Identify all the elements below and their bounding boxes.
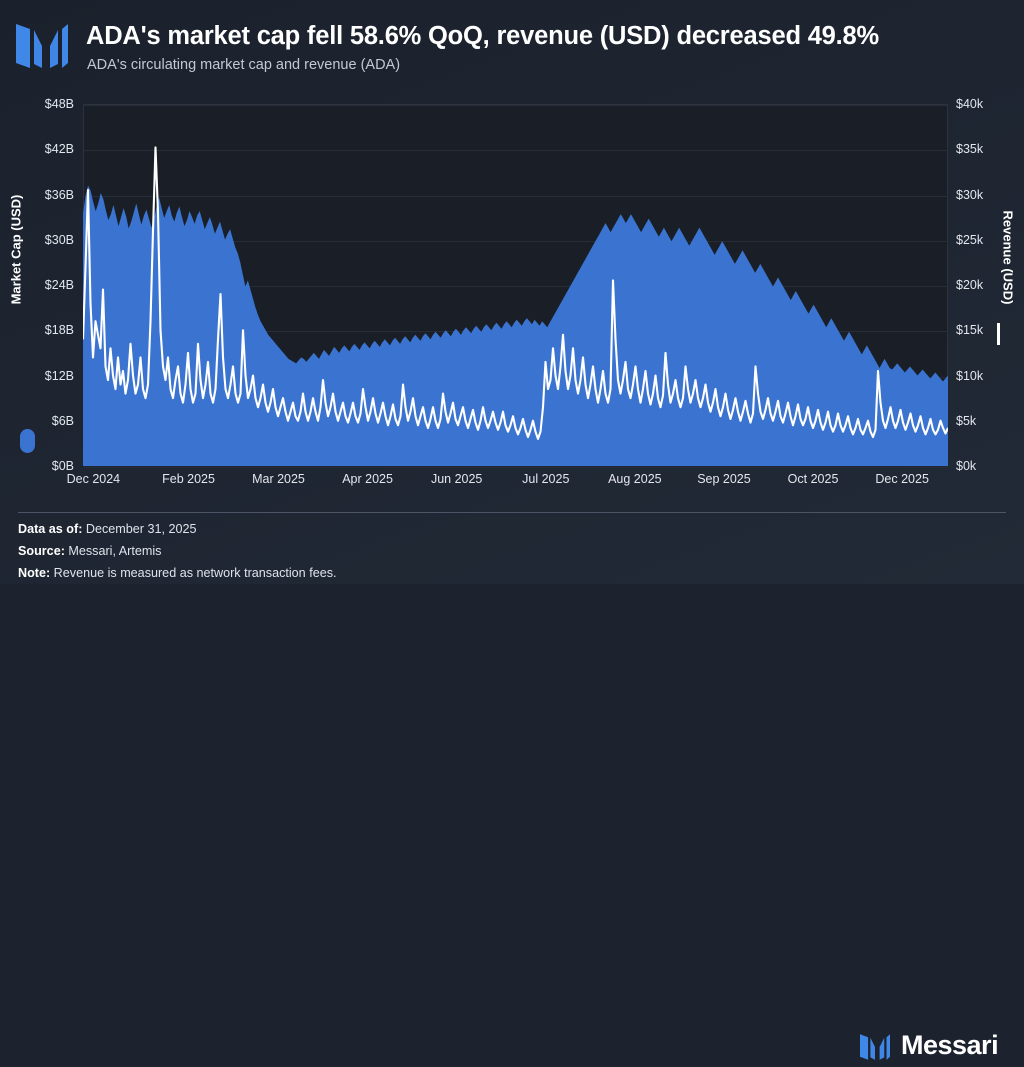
y-axis-left-title: Market Cap (USD)	[8, 194, 24, 305]
x-axis-tick: Dec 2025	[875, 472, 929, 486]
y-axis-right-tick: $5k	[956, 413, 977, 428]
y-axis-left-tick: $30B	[44, 232, 74, 247]
page-subtitle: ADA's circulating market cap and revenue…	[87, 57, 401, 73]
x-axis-tick: Aug 2025	[608, 472, 662, 486]
legend-marker-market-cap	[20, 429, 35, 453]
gridline	[84, 286, 947, 287]
gridline	[84, 240, 947, 242]
y-axis-right-tick: $30k	[956, 187, 984, 202]
x-axis-tick: Dec 2024	[66, 472, 121, 486]
y-axis-right-tick: $20k	[956, 278, 984, 292]
data-as-of-value: December 31, 2025	[82, 522, 197, 536]
messari-logo-icon	[16, 24, 68, 68]
footer: Data as of: December 31, 2025 Source: Me…	[0, 504, 1024, 1060]
x-axis-tick: Apr 2025	[342, 472, 393, 486]
data-as-of-label: Data as of:	[18, 522, 83, 536]
y-axis-left-tick: $24B	[44, 278, 74, 292]
y-axis-left-tick: $42B	[44, 142, 74, 157]
y-axis-right-tick: $10k	[956, 368, 984, 383]
gridline	[84, 195, 947, 197]
y-axis-left-tick: $12B	[44, 368, 74, 383]
y-axis-right-title: Revenue (USD)	[1000, 210, 1016, 305]
y-axis-left-tick: $36B	[44, 187, 74, 202]
y-axis-right-tick: $35k	[956, 142, 984, 157]
brand-wordmark: Messari	[901, 1030, 999, 1060]
x-axis-tick: Oct 2025	[787, 472, 839, 486]
chart-plot	[83, 104, 948, 466]
note-value: Revenue is measured as network transacti…	[50, 566, 337, 580]
y-axis-right-tick: $0k	[956, 459, 977, 473]
y-axis-left-tick: $48B	[44, 97, 74, 111]
y-axis-left-tick: $0B	[51, 459, 74, 473]
gridline	[84, 467, 947, 468]
note-label: Note:	[18, 566, 51, 580]
market-cap-area	[83, 185, 948, 466]
page-title: ADA's market cap fell 58.6% QoQ, revenue…	[86, 22, 880, 50]
messari-logo-icon	[860, 1034, 890, 1060]
source-line: Source: Messari, Artemis	[18, 544, 161, 558]
source-label: Source:	[18, 544, 65, 558]
legend-marker-revenue	[997, 323, 1000, 345]
y-axis-left-tick: $18B	[44, 323, 74, 338]
x-axis-tick: Sep 2025	[697, 472, 751, 486]
source-value: Messari, Artemis	[64, 544, 162, 558]
gridline	[84, 105, 947, 106]
x-axis-tick: Jul 2025	[522, 472, 570, 486]
note-line: Note: Revenue is measured as network tra…	[18, 566, 337, 580]
y-axis-right-tick: $15k	[956, 323, 984, 338]
y-axis-right-tick: $25k	[956, 232, 984, 247]
header: ADA's market cap fell 58.6% QoQ, revenue…	[0, 0, 1024, 92]
y-axis-right-tick: $40k	[956, 97, 984, 111]
footer-divider	[18, 512, 1006, 513]
data-as-of-line: Data as of: December 31, 2025	[18, 522, 197, 536]
y-axis-left-tick: $6B	[51, 413, 74, 428]
x-axis-tick: Jun 2025	[430, 472, 483, 486]
brand-lockup: Messari	[857, 1030, 1017, 1066]
chart-container: $0B $6B $12B $18B $24B $30B $36B $42B $48B $0k $5…	[0, 92, 1024, 504]
gridline	[84, 150, 947, 152]
x-axis-tick: Mar 2025	[252, 472, 305, 486]
revenue-line	[83, 147, 948, 438]
x-axis-tick: Feb 2025	[162, 472, 215, 486]
